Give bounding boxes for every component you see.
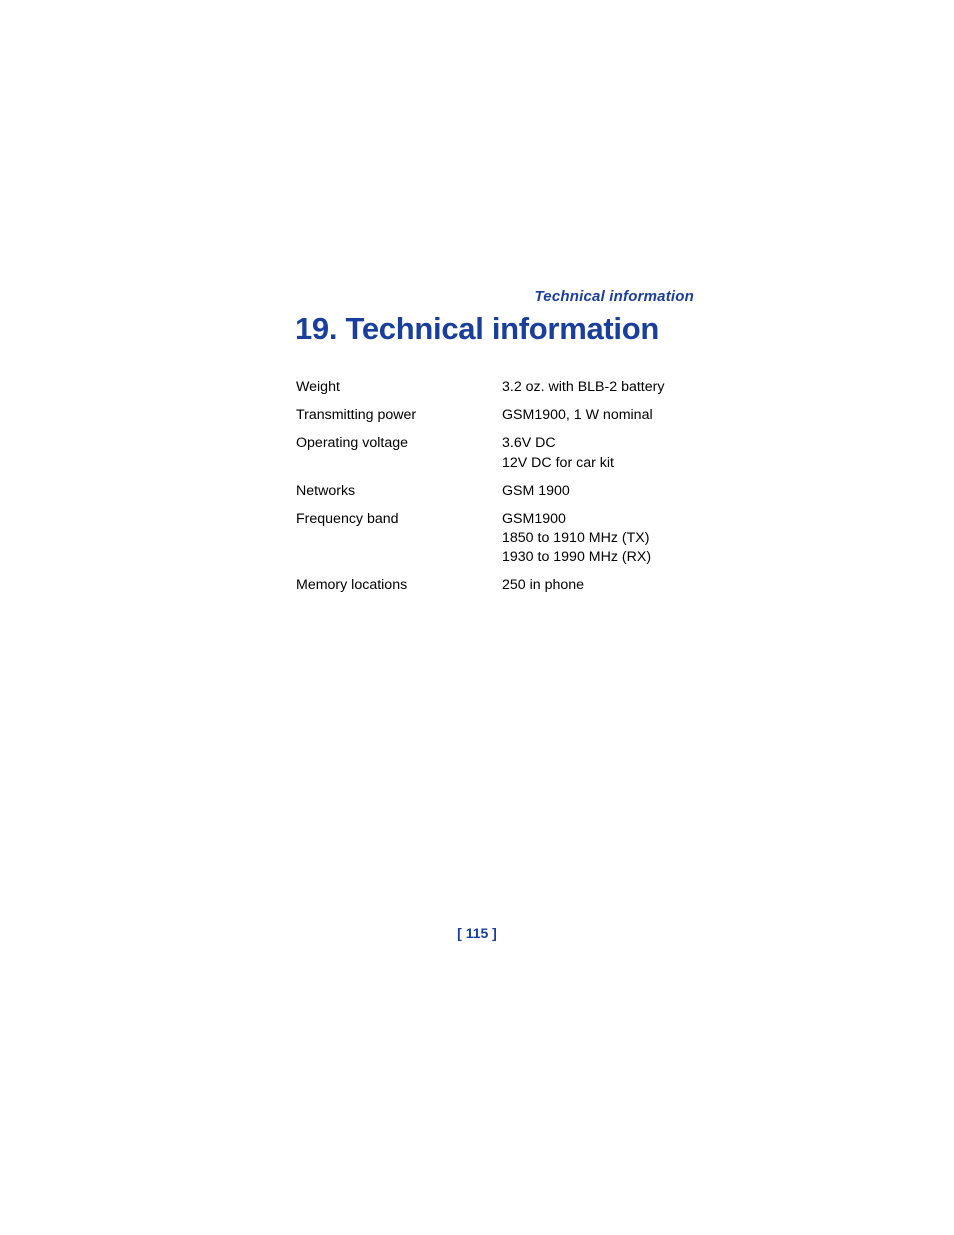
spec-label: Memory locations (296, 576, 502, 595)
chapter-heading: 19. Technical information (0, 311, 954, 347)
spec-label: Weight (296, 378, 502, 397)
page-number: [ 115 ] (0, 925, 954, 941)
spec-value: GSM1900, 1 W nominal (502, 406, 653, 425)
spec-value: 250 in phone (502, 576, 584, 595)
spec-row: Networks GSM 1900 (296, 482, 664, 501)
section-header-label: Technical information (535, 288, 695, 305)
spec-row: Memory locations 250 in phone (296, 576, 664, 595)
page-container: Technical information 19. Technical info… (0, 0, 954, 1235)
spec-row: Transmitting power GSM1900, 1 W nominal (296, 406, 664, 425)
spec-row: Frequency band GSM1900 1850 to 1910 MHz … (296, 510, 664, 568)
spec-value: GSM 1900 (502, 482, 570, 501)
spec-value: GSM1900 1850 to 1910 MHz (TX) 1930 to 19… (502, 510, 651, 568)
chapter-number: 19. (295, 311, 337, 346)
chapter-title: Technical information (346, 311, 660, 346)
spec-label: Transmitting power (296, 406, 502, 425)
spec-label: Operating voltage (296, 434, 502, 472)
spec-row: Operating voltage 3.6V DC 12V DC for car… (296, 434, 664, 472)
spec-row: Weight 3.2 oz. with BLB-2 battery (296, 378, 664, 397)
spec-label: Frequency band (296, 510, 502, 568)
spec-value: 3.2 oz. with BLB-2 battery (502, 378, 664, 397)
spec-label: Networks (296, 482, 502, 501)
specifications-table: Weight 3.2 oz. with BLB-2 battery Transm… (296, 378, 664, 605)
spec-value: 3.6V DC 12V DC for car kit (502, 434, 614, 472)
